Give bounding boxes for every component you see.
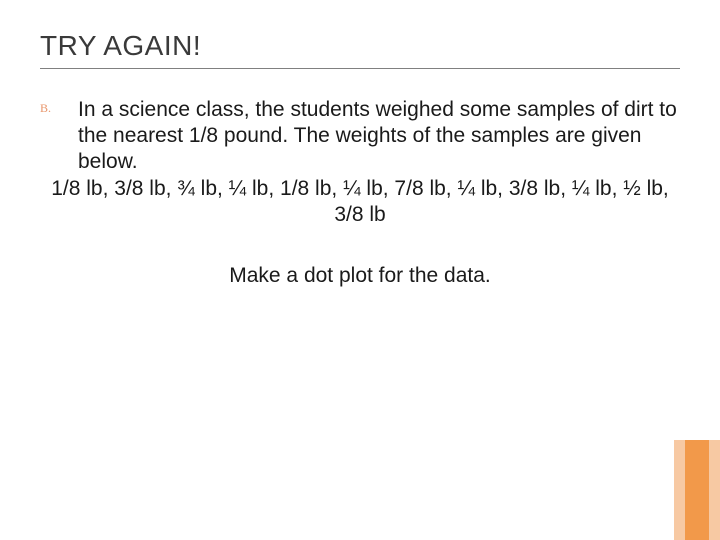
content-block: B. In a science class, the students weig… — [40, 97, 680, 288]
intro-text: In a science class, the students weighed… — [78, 97, 680, 174]
instruction-text: Make a dot plot for the data. — [40, 264, 680, 288]
list-marker: B. — [40, 101, 51, 116]
slide-title: TRY AGAIN! — [40, 30, 680, 69]
slide: TRY AGAIN! B. In a science class, the st… — [0, 0, 720, 540]
weights-list: 1/8 lb, 3/8 lb, ¾ lb, ¼ lb, 1/8 lb, ¼ lb… — [40, 176, 680, 228]
corner-decoration — [640, 440, 720, 540]
accent-stripe-inner — [685, 440, 709, 540]
